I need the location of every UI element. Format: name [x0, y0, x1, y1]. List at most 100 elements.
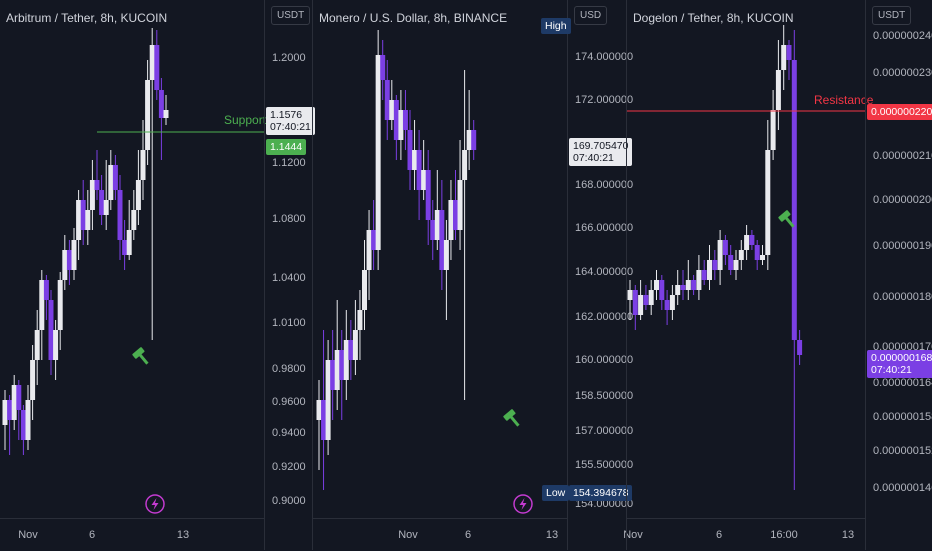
candle-body [462, 150, 468, 180]
candle-body [325, 360, 331, 440]
time-tick: 13 [545, 529, 559, 541]
price-tick: 0.0000001580 [873, 411, 932, 423]
candle-body [80, 200, 86, 230]
resistance-price-tag: 0.0000002209 [867, 104, 932, 120]
candle-body [448, 200, 454, 240]
flash-icon [145, 494, 165, 514]
candle-body [352, 330, 358, 360]
chart-pane-monero[interactable]: Monero / U.S. Dollar, 8h, BINANCE USD 17… [313, 0, 633, 551]
candle-body [117, 190, 123, 240]
current-price: 1.1576 [270, 109, 303, 121]
chart-title: Dogelon / Tether, 8h, KUCOIN [633, 11, 794, 25]
candle-body [744, 235, 750, 250]
price-tick: 1.0100 [272, 317, 306, 329]
price-tick: 0.0000001460 [873, 482, 932, 494]
time-axis[interactable]: Nov 6 13 [0, 518, 264, 551]
low-marker: Low [542, 485, 570, 501]
candle-body [330, 360, 336, 390]
candle-body [362, 270, 367, 310]
price-tick: 0.0000001520 [873, 445, 932, 457]
price-tick: 0.9400 [272, 427, 306, 439]
candle-body [131, 210, 137, 230]
currency-unit-button[interactable]: USDT [271, 6, 311, 25]
plot-area[interactable] [0, 0, 264, 518]
candle-body [434, 210, 440, 240]
price-tick: 172.000000 [575, 94, 634, 106]
candle-body [648, 290, 654, 305]
pane-divider[interactable] [626, 0, 627, 550]
hammer-icon [503, 409, 520, 427]
candle-body [154, 45, 160, 90]
chart-pane-dogelon[interactable]: Dogelon / Tether, 8h, KUCOIN Resistance … [623, 0, 932, 551]
candle-body [321, 400, 327, 440]
candle-body [112, 165, 118, 190]
candle-body [43, 280, 49, 300]
current-price-tag: 1.1576 07:40:21 [266, 107, 315, 135]
candle-body [685, 280, 691, 290]
candle-body [135, 180, 141, 210]
time-axis[interactable]: Nov 6 16:00 13 [623, 518, 865, 551]
candle-body [39, 280, 45, 330]
candle-body [7, 400, 13, 420]
price-tick: 1.1200 [272, 157, 306, 169]
candle-body [11, 385, 17, 420]
time-axis[interactable]: Nov 6 13 [313, 518, 567, 551]
candle-body [664, 300, 670, 310]
price-axis[interactable]: USDT 0.0000002400 0.0000002300 0.0000002… [865, 0, 932, 550]
candle-body [733, 260, 739, 270]
candle-body [158, 90, 164, 118]
price-axis[interactable]: USD 174.000000 172.000000 168.000000 166… [567, 0, 633, 550]
price-tick: 160.000000 [575, 354, 634, 366]
price-tick: 0.0000002100 [873, 150, 932, 162]
price-tick: 0.9200 [272, 461, 306, 473]
candle-body [749, 235, 755, 245]
chart-pane-arbitrum[interactable]: Arbitrum / Tether, 8h, KUCOIN Support US… [0, 0, 315, 551]
support-label: Support [224, 113, 267, 127]
current-price: 0.0000001685 [871, 352, 932, 364]
candle-body [712, 260, 718, 270]
candle-body [691, 280, 697, 290]
price-tick: 1.2000 [272, 52, 306, 64]
current-price-tag: 169.705470 07:40:21 [569, 138, 633, 166]
candle-body [126, 230, 132, 255]
currency-unit-button[interactable]: USDT [872, 6, 912, 25]
price-tick: 174.000000 [575, 51, 634, 63]
chart-title: Arbitrum / Tether, 8h, KUCOIN [6, 11, 168, 25]
time-tick: Nov [398, 529, 418, 541]
candle-body [453, 200, 458, 230]
candle-body [16, 385, 22, 410]
plot-area[interactable] [627, 0, 865, 518]
candle-body [439, 210, 445, 270]
candle-body [675, 285, 681, 295]
time-tick: Nov [18, 529, 38, 541]
candle-body [632, 290, 638, 315]
candle-body [389, 100, 395, 120]
candle-body [393, 100, 399, 140]
plot-area[interactable] [313, 0, 567, 518]
pane-divider[interactable] [312, 0, 313, 550]
time-tick: 13 [841, 529, 855, 541]
candle-body [57, 280, 63, 330]
price-tick: 0.0000002400 [873, 30, 932, 42]
candle-body [145, 80, 151, 150]
candle-body [402, 110, 408, 130]
candle-body [627, 290, 633, 300]
candle-body [334, 350, 340, 390]
price-axis[interactable]: USDT 1.2000 1.1200 1.0800 1.0400 1.0100 … [264, 0, 315, 550]
price-tick: 0.0000001800 [873, 291, 932, 303]
candlestick-chart[interactable] [627, 0, 865, 518]
currency-unit-button[interactable]: USD [574, 6, 608, 25]
candle-body [654, 280, 659, 290]
candle-body [412, 150, 418, 170]
time-tick: 6 [715, 529, 723, 541]
current-price-tag: 0.0000001685 07:40:21 [867, 350, 932, 378]
candle-body [430, 220, 436, 240]
time-tick: 6 [464, 529, 472, 541]
candle-body [425, 170, 431, 220]
candle-body [375, 55, 381, 250]
candle-body [760, 255, 765, 260]
candle-body [738, 250, 744, 260]
candlestick-chart[interactable] [0, 0, 264, 518]
candle-body [701, 270, 707, 280]
candlestick-chart[interactable] [313, 0, 567, 518]
